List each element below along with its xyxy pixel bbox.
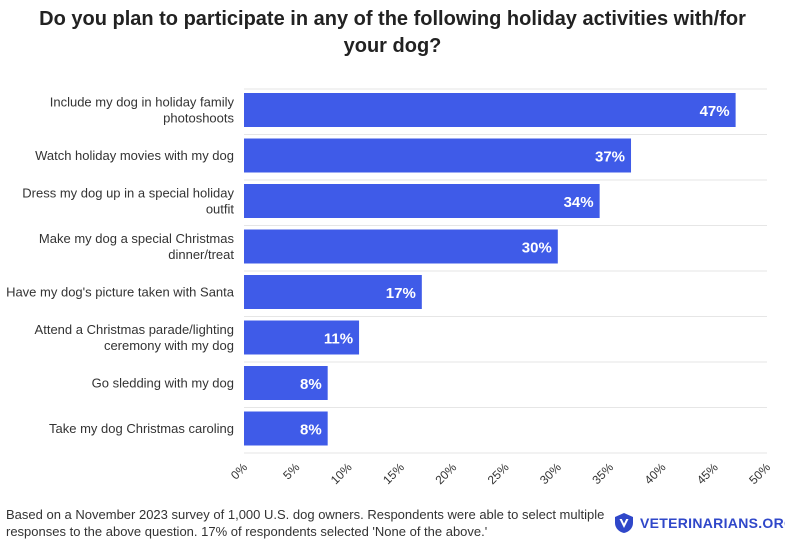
value-label: 17% [386, 285, 416, 302]
category-label: Make my dog a special Christmas [39, 231, 235, 246]
x-tick-label: 25% [485, 460, 512, 487]
x-tick-label: 15% [380, 460, 407, 487]
footnote: Based on a November 2023 survey of 1,000… [6, 506, 606, 540]
bar [244, 138, 632, 173]
title-line-2: your dog? [343, 35, 442, 57]
x-tick-label: 30% [537, 460, 564, 487]
category-label: dinner/treat [168, 247, 234, 262]
chart-title: Do you plan to participate in any of the… [10, 6, 775, 60]
bar [244, 93, 736, 127]
x-tick-label: 45% [694, 460, 721, 487]
v-shield-logo-icon [615, 513, 633, 533]
category-label: outfit [206, 202, 235, 217]
brand-logo[interactable]: VETERINARIANS.ORG [614, 512, 785, 534]
value-label: 8% [300, 376, 322, 393]
value-label: 34% [564, 194, 594, 211]
value-label: 30% [522, 240, 552, 257]
x-tick-label: 20% [432, 460, 459, 487]
category-label: Go sledding with my dog [92, 376, 234, 391]
value-label: 11% [324, 331, 353, 348]
x-tick-label: 10% [328, 460, 355, 487]
footnote-line-2: responses to the above question. 17% of … [6, 524, 488, 539]
category-label: Take my dog Christmas caroling [49, 421, 234, 436]
bar [244, 229, 558, 264]
x-tick-label: 50% [746, 460, 773, 487]
category-label: photoshoots [163, 111, 234, 126]
category-label: Have my dog's picture taken with Santa [6, 285, 235, 300]
category-label: ceremony with my dog [104, 338, 234, 353]
bar [244, 411, 328, 446]
value-label: 47% [700, 103, 730, 120]
bar [244, 275, 422, 309]
value-label: 8% [300, 422, 322, 439]
title-line-1: Do you plan to participate in any of the… [39, 8, 746, 30]
footnote-line-1: Based on a November 2023 survey of 1,000… [6, 507, 605, 522]
category-label: Watch holiday movies with my dog [35, 148, 234, 163]
x-tick-label: 5% [280, 460, 302, 482]
brand-name: VETERINARIANS.ORG [640, 515, 785, 531]
value-label: 37% [595, 149, 625, 166]
bar-chart: 0% 5% 10% 15% 20% 25% 30% 35% 40% 45% 50% 47% Includ… [6, 88, 773, 487]
bar [244, 320, 360, 355]
x-tick-label: 35% [589, 460, 616, 487]
category-label: Dress my dog up in a special holiday [22, 186, 234, 201]
x-tick-label: 0% [228, 460, 250, 482]
bar [244, 184, 600, 218]
category-label: Attend a Christmas parade/lighting [35, 322, 234, 337]
category-label: Include my dog in holiday family [50, 95, 235, 110]
bar [244, 366, 328, 400]
x-tick-label: 40% [642, 460, 669, 487]
